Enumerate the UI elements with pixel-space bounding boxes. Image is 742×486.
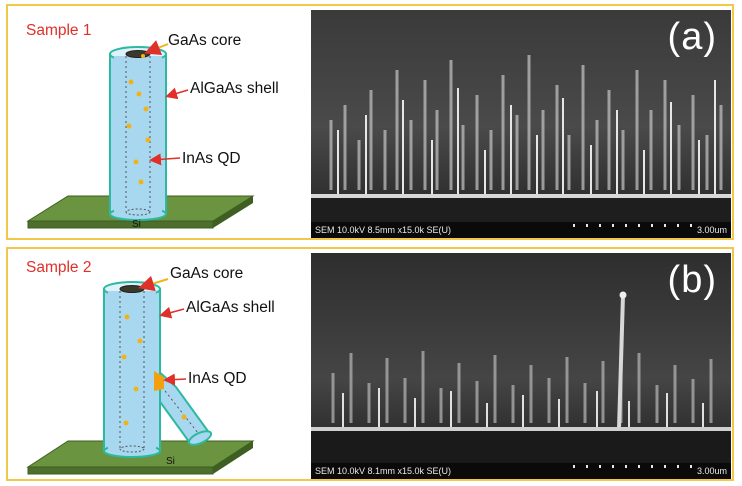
nanowire-schematic-straight — [26, 40, 255, 229]
gaas-core — [125, 50, 151, 58]
core-arrow — [144, 40, 169, 55]
panel-letter-b: (b) — [667, 259, 717, 301]
sem-scale-label: 3.00um — [696, 466, 727, 476]
scale-bar-ticks — [573, 224, 697, 227]
si-label: Si — [166, 456, 175, 467]
sem-info-bar: SEM 10.0kV 8.1mm x15.0k SE(U) 3.00um — [311, 463, 731, 479]
panel-sample-2: Sample 2 — [6, 247, 734, 481]
inas-quantum-dots — [121, 314, 187, 426]
si-label: Si — [132, 219, 141, 230]
sample-title: Sample 1 — [26, 22, 92, 39]
sem-scale-label: 3.00um — [696, 225, 727, 235]
panel-letter-a: (a) — [667, 16, 717, 58]
core-arrow — [138, 275, 169, 292]
sem-image-a: (a) SEM 10.0kV 8.5mm x15.0k SE(U) 3.00um — [311, 10, 731, 238]
gaas-core-label: GaAs core — [170, 265, 244, 282]
scale-bar-ticks — [573, 465, 697, 468]
inas-quantum-dots — [126, 54, 151, 185]
sem-parameters: SEM 10.0kV 8.5mm x15.0k SE(U) — [315, 225, 452, 235]
inas-qd-label: InAs QD — [188, 370, 247, 387]
sem-nanowires-b — [311, 253, 731, 463]
shell-arrow — [165, 87, 189, 100]
sample-title: Sample 2 — [26, 259, 92, 276]
panel-sample-1: Sample 1 GaAs core AlG — [6, 4, 734, 240]
sem-image-b: (b) SEM 10.0kV 8.1mm x15.0k SE(U) 3.00um — [311, 253, 731, 479]
sem-info-bar: SEM 10.0kV 8.5mm x15.0k SE(U) 3.00um — [311, 222, 731, 238]
nanowire-schematic-branched — [26, 275, 255, 475]
inas-qd-label: InAs QD — [182, 150, 241, 167]
algaas-shell-label: AlGaAs shell — [186, 299, 275, 316]
shell-arrow — [159, 306, 185, 319]
qd-arrow — [163, 373, 187, 386]
gaas-core — [119, 285, 145, 293]
qd-arrow — [149, 153, 181, 166]
algaas-shell-label: AlGaAs shell — [190, 80, 279, 97]
sem-nanowires-a — [311, 10, 731, 222]
sem-parameters: SEM 10.0kV 8.1mm x15.0k SE(U) — [315, 466, 452, 476]
gaas-core-label: GaAs core — [168, 32, 242, 49]
